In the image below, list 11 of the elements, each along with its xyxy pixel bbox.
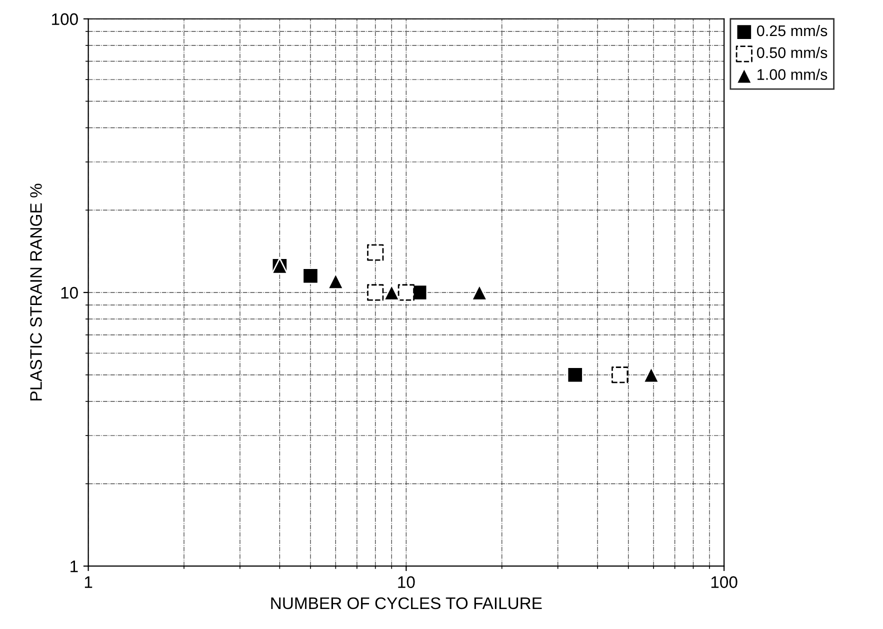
x-axis-title: NUMBER OF CYCLES TO FAILURE bbox=[271, 597, 542, 610]
y-tick-label: 1 bbox=[70, 560, 78, 572]
y-axis-title: PLASTIC STRAIN RANGE % bbox=[30, 184, 42, 400]
legend-label: 0.25 mm/s bbox=[756, 24, 828, 36]
legend-label: 1.00 mm/s bbox=[758, 68, 828, 80]
x-tick-label: 10 bbox=[398, 576, 415, 588]
x-tick-label: 1 bbox=[84, 576, 92, 588]
y-tick-label: 10 bbox=[61, 286, 78, 299]
y-tick-label: 100 bbox=[52, 13, 78, 26]
x-tick-label: 100 bbox=[711, 576, 738, 588]
legend-label: 0.50 mm/s bbox=[756, 46, 828, 58]
